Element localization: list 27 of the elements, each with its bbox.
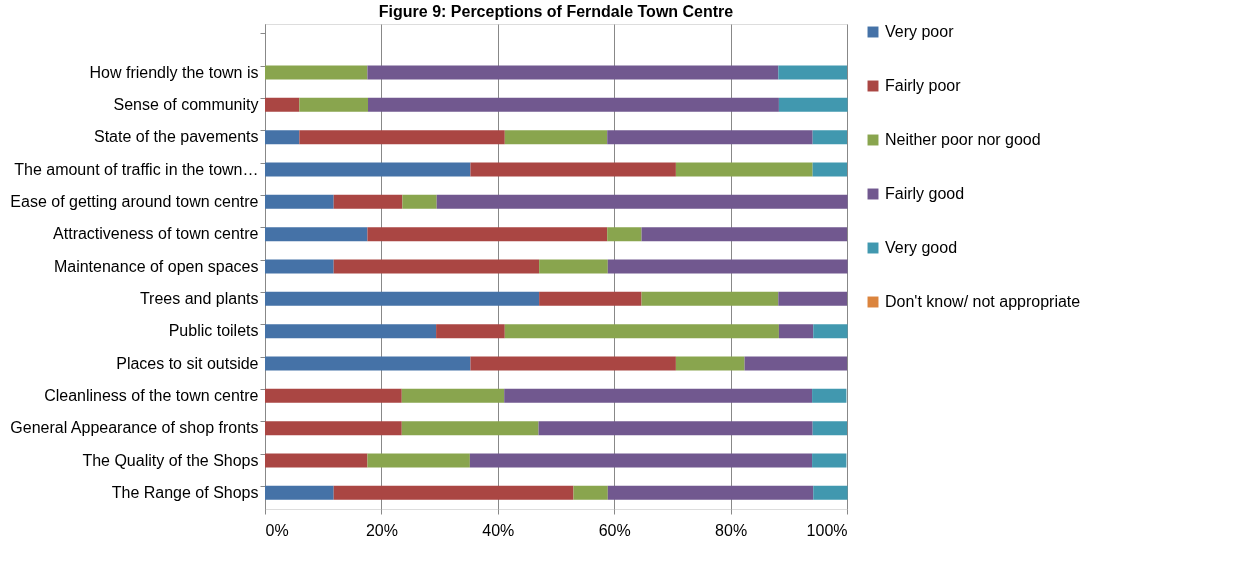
chart-title: Figure 9: Perceptions of Ferndale Town Centre	[378, 3, 734, 20]
x-tick-label: 20%	[365, 521, 398, 539]
y-tick-label: The amount of traffic in the town…	[14, 160, 259, 178]
y-tick-label: Cleanliness of the town centre	[44, 386, 259, 404]
y-tick-label: Places to sit outside	[116, 354, 259, 372]
y-tick-label: Ease of getting around town centre	[10, 192, 259, 210]
y-tick-label: How friendly the town is	[89, 63, 259, 81]
legend-label: Neither poor nor good	[885, 131, 1041, 148]
y-tick-label: Public toilets	[168, 322, 259, 340]
legend-label: Fairly poor	[885, 77, 962, 94]
y-tick-label: State of the pavements	[93, 128, 259, 146]
y-tick-label: The Quality of the Shops	[82, 451, 259, 469]
legend-label: Fairly good	[885, 185, 965, 202]
x-tick-label: 80%	[715, 521, 748, 539]
x-tick-label: 40%	[482, 521, 515, 539]
y-tick-label: Maintenance of open spaces	[53, 257, 259, 275]
y-tick-label: The Range of Shops	[111, 483, 259, 501]
x-tick-label: 100%	[806, 521, 848, 539]
y-tick-label: Sense of community	[113, 95, 259, 113]
x-tick-label: 0%	[265, 521, 289, 539]
legend-label: Very good	[885, 239, 958, 256]
legend-label: Don't know/ not appropriate	[885, 293, 1081, 310]
y-tick-label: Trees and plants	[139, 289, 259, 307]
x-tick-label: 60%	[598, 521, 631, 539]
y-tick-label: Attractiveness of town centre	[53, 225, 259, 243]
legend-label: Very poor	[885, 23, 955, 40]
y-tick-label: General Appearance of shop fronts	[10, 419, 259, 437]
